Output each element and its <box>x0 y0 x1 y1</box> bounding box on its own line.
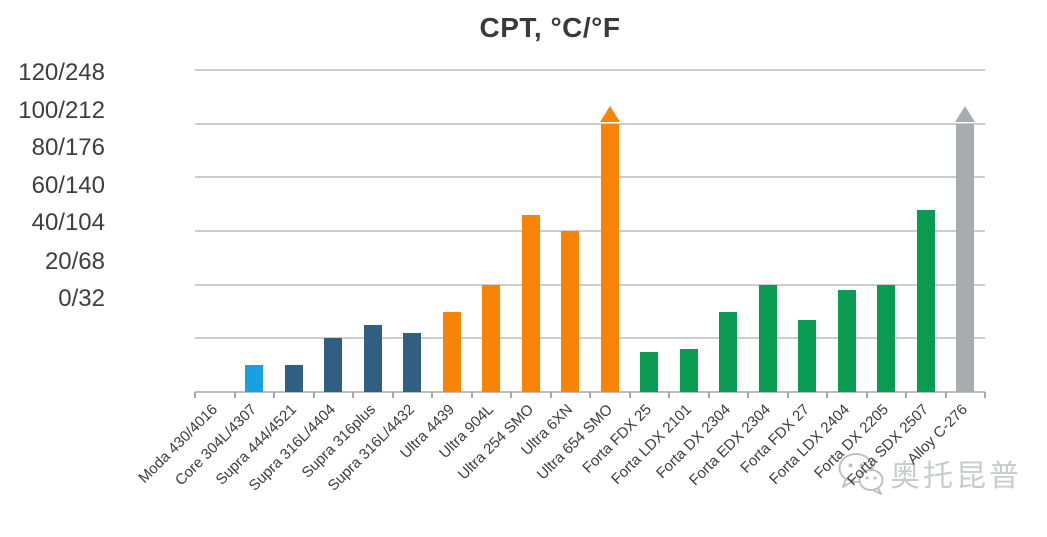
bar-supra-316l-4432 <box>403 332 422 392</box>
gridline <box>195 176 985 179</box>
exceeds-axis-arrow <box>955 105 976 122</box>
bar-ultra-6xn <box>561 231 580 392</box>
x-axis-tick <box>984 392 986 398</box>
x-axis-tick <box>589 392 591 398</box>
gridline <box>195 337 985 340</box>
x-axis-tick <box>707 392 710 398</box>
bar-forta-fdx-27 <box>798 319 817 392</box>
gridline <box>195 122 985 125</box>
x-axis-tick <box>865 392 868 398</box>
bar-ultra-654-smo <box>600 123 619 392</box>
x-axis-tick <box>352 392 354 398</box>
x-axis-tick <box>668 392 670 398</box>
bar-forta-dx-2205 <box>877 284 896 392</box>
exceeds-axis-arrow <box>599 105 620 122</box>
x-axis-tick <box>905 392 907 398</box>
bar-forta-sdx-2507 <box>916 209 935 392</box>
bar-supra-444-4521 <box>284 365 303 392</box>
x-axis-tick <box>944 392 947 398</box>
bar-forta-ldx-2404 <box>837 290 856 392</box>
x-axis-tick <box>273 392 275 398</box>
bar-ultra-254-smo <box>521 214 540 392</box>
gridline <box>195 230 985 232</box>
bar-ultra-904l <box>482 284 501 392</box>
y-axis-tick-label: 100/212 <box>18 97 105 124</box>
y-axis-tick-label: 60/140 <box>31 172 105 199</box>
bar-ultra-4439 <box>442 311 461 392</box>
y-axis-tick-label: 80/176 <box>31 134 105 161</box>
x-axis-tick <box>391 392 394 398</box>
x-axis-tick <box>233 392 236 398</box>
bar-forta-dx-2304 <box>719 311 738 392</box>
x-axis-tick <box>628 392 631 398</box>
bar-forta-fdx-25 <box>640 351 659 392</box>
x-axis-tick <box>826 392 828 398</box>
y-axis-tick-label: 40/104 <box>31 209 105 236</box>
x-axis-tick <box>470 392 473 398</box>
bar-core-304l-4307 <box>245 365 264 392</box>
x-axis-tick <box>431 392 433 398</box>
bar-supra-316l-4404 <box>324 338 343 392</box>
gridline <box>195 69 985 71</box>
bar-forta-edx-2304 <box>758 284 777 392</box>
x-axis-tick <box>747 392 749 398</box>
chart-title: CPT, °C/°F <box>479 12 621 43</box>
y-axis-tick-label: 20/68 <box>44 248 105 275</box>
x-axis-tick <box>312 392 315 398</box>
bar-supra-316plus <box>363 324 382 392</box>
gridline <box>195 283 985 286</box>
bar-forta-ldx-2101 <box>679 349 698 392</box>
bar-alloy-c-276 <box>956 123 975 392</box>
x-axis-tick <box>786 392 789 398</box>
x-axis-tick <box>549 392 552 398</box>
x-axis-tick <box>510 392 512 398</box>
x-axis-tick <box>194 392 196 398</box>
y-axis-tick-label: 0/32 <box>58 285 105 312</box>
y-axis-tick-label: 120/248 <box>18 59 105 86</box>
